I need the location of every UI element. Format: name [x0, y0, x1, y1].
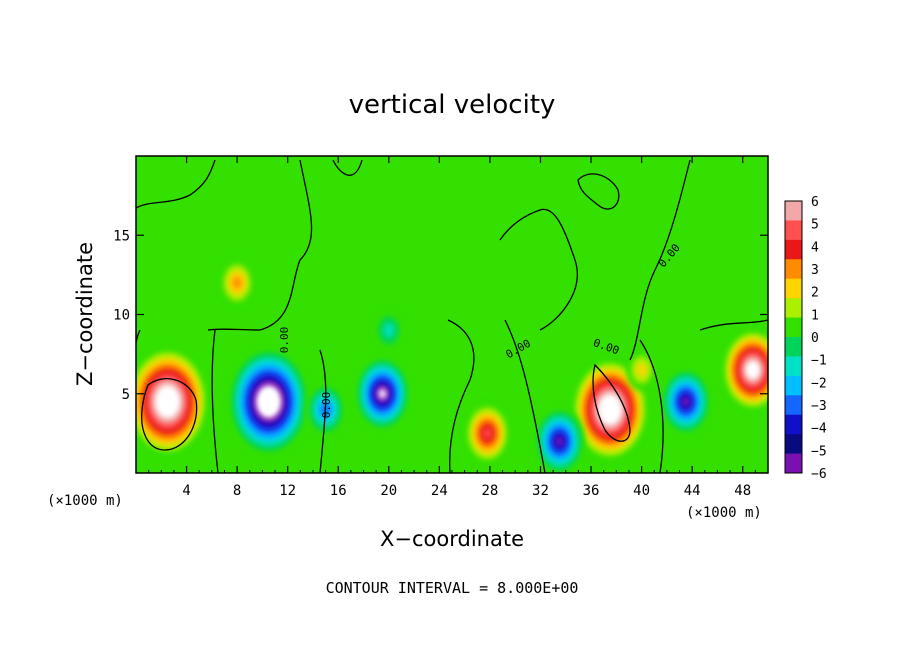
x-axis: 4 8 12 16 20 24 28 32 36 40 44 48	[148, 156, 756, 499]
x-tick-label: 36	[583, 483, 600, 499]
zero-contour-line	[332, 159, 363, 176]
field-blob	[483, 428, 492, 439]
contour-label: 0.00	[278, 327, 291, 354]
colorbar-segment	[785, 356, 802, 377]
x-tick-label: 40	[633, 483, 650, 499]
x-tick-label: 48	[734, 483, 751, 499]
zero-contour-line	[592, 363, 631, 442]
colorbar-label: 5	[811, 218, 819, 233]
zero-contour-line	[447, 319, 475, 473]
zero-contour-line	[699, 319, 768, 331]
colorbar-segment	[785, 298, 802, 319]
zero-contour-line	[639, 339, 664, 473]
colorbar-label: −1	[811, 354, 827, 369]
zero-contour-line	[211, 329, 219, 473]
y-tick-label: 5	[122, 387, 130, 403]
colorbar-label: −3	[811, 399, 827, 414]
zero-contour-line	[319, 349, 327, 473]
colorbar-segment	[785, 395, 802, 416]
field-blob	[555, 436, 564, 447]
y-axis: 5 10 15	[113, 228, 768, 403]
x-tick-label: 24	[431, 483, 448, 499]
colorbar-label: −2	[811, 376, 827, 391]
zero-contour-line	[504, 319, 546, 473]
colorbar: 6 5 4 3 2 1 0 −1 −2 −3 −4 −5 −6	[784, 195, 827, 482]
colorbar-label: 6	[811, 195, 819, 210]
colorbar-segment	[785, 453, 802, 474]
colorbar-frame	[784, 200, 803, 474]
contour-label: 0.00	[320, 392, 333, 419]
chart-title: vertical velocity	[349, 90, 556, 120]
y-axis-title: Z−coordinate	[73, 242, 97, 386]
y-tick-label: 15	[113, 228, 130, 244]
zero-contour-line	[629, 159, 691, 361]
colorbar-segment	[785, 434, 802, 455]
x-tick-label: 28	[481, 483, 498, 499]
colorbar-label: 0	[811, 331, 819, 346]
contour-interval-label: CONTOUR INTERVAL = 8.000E+00	[326, 579, 579, 597]
zero-contour-line	[136, 329, 141, 420]
plot-area: 0.000.000.00 0.000.00	[136, 156, 768, 473]
field-blob	[383, 323, 394, 338]
colorbar-segment	[785, 375, 802, 396]
zero-contour-line	[577, 173, 620, 210]
zero-contour-line	[136, 159, 216, 209]
zero-contours	[136, 159, 768, 473]
zero-contour-line	[499, 208, 578, 331]
colorbar-label: 2	[811, 286, 819, 301]
x-tick-label: 20	[380, 483, 397, 499]
colorbar-segment	[785, 317, 802, 338]
field-blob	[748, 364, 757, 375]
field-blob	[378, 388, 387, 399]
colorbar-segment	[785, 220, 802, 241]
colorbar-segment	[785, 201, 802, 221]
x-axis-title: X−coordinate	[380, 527, 524, 551]
field-blob	[606, 404, 614, 415]
colorbar-segment	[785, 337, 802, 357]
field-blob	[681, 396, 690, 407]
colorbar-label: 4	[811, 240, 819, 255]
x-tick-label: 4	[182, 483, 190, 499]
field-blob	[636, 363, 647, 377]
x-tick-label: 8	[233, 483, 241, 499]
colorbar-segment	[785, 239, 802, 260]
colorbar-label: −6	[811, 467, 827, 482]
zero-contour-line	[141, 378, 198, 451]
x-unit-right: (×1000 m)	[686, 505, 762, 521]
x-tick-label: 16	[330, 483, 347, 499]
x-tick-label: 32	[532, 483, 549, 499]
x-unit-left: (×1000 m)	[47, 493, 123, 509]
colorbar-segment	[785, 414, 802, 435]
colorbar-segment	[785, 259, 802, 280]
x-tick-label: 44	[684, 483, 701, 499]
field-blob	[232, 276, 242, 289]
colorbar-segment	[785, 278, 802, 299]
field-blob	[264, 396, 273, 408]
zero-contour-line	[207, 159, 313, 331]
y-tick-label: 10	[113, 308, 130, 324]
x-tick-label: 12	[279, 483, 296, 499]
colorbar-label: 3	[811, 263, 819, 278]
field-blob	[163, 396, 172, 408]
colorbar-label: 1	[811, 308, 819, 323]
colorbar-label: −4	[811, 422, 827, 437]
colorbar-label: −5	[811, 444, 827, 459]
